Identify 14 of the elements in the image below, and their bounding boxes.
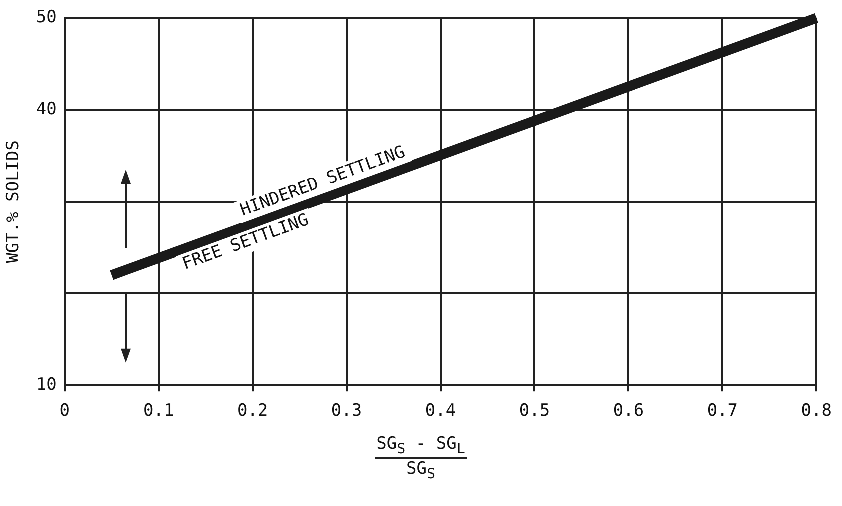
y-tick-label: 50 xyxy=(36,8,57,28)
x-tick-label: 0.2 xyxy=(237,401,268,422)
y-axis-title: WGT.% SOLIDS xyxy=(4,140,24,264)
x-tick-label: 0.6 xyxy=(613,401,644,422)
text: SG$_{S}$ - SG$_{L}$ SG$_{S}$ xyxy=(376,434,466,483)
y-tick-label: 10 xyxy=(36,375,57,396)
x-tick-label: 0.4 xyxy=(425,401,456,422)
x-tick-label: 0.3 xyxy=(331,401,362,422)
x-tick-label: 0.8 xyxy=(801,401,832,422)
x-tick-label: 0.1 xyxy=(143,401,174,422)
y-tick-label: 40 xyxy=(36,99,57,120)
x-tick-label: 0 xyxy=(60,401,70,422)
x-tick-label: 0.7 xyxy=(707,401,738,422)
x-tick-label: 0.5 xyxy=(519,401,550,422)
